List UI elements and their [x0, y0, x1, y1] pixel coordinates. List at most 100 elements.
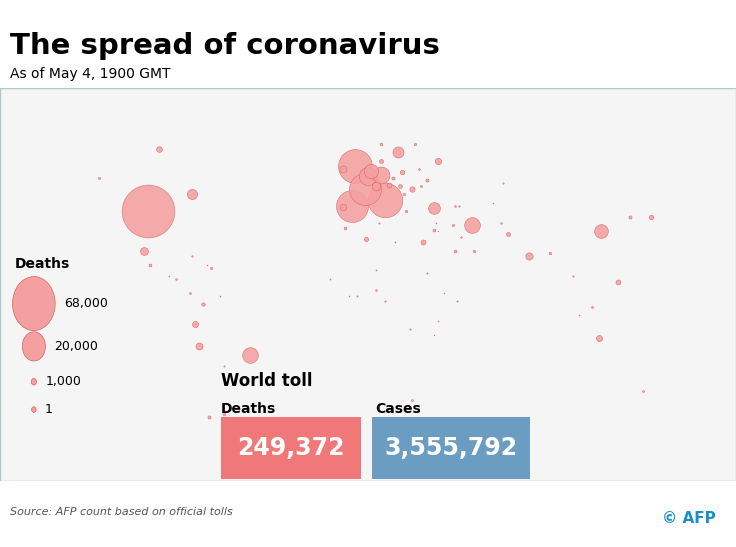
- Point: [453, 201, 465, 210]
- Point: [170, 275, 182, 283]
- Point: [362, 172, 374, 181]
- Point: [379, 297, 391, 306]
- Point: [396, 167, 408, 176]
- Point: [502, 229, 514, 238]
- Text: Deaths: Deaths: [15, 257, 70, 271]
- Point: [466, 221, 478, 230]
- Point: [428, 225, 439, 234]
- Point: [624, 213, 636, 222]
- Point: [202, 260, 213, 269]
- Point: [350, 162, 361, 171]
- Point: [379, 196, 391, 205]
- Point: [337, 165, 349, 173]
- Point: [93, 173, 105, 182]
- Point: [144, 260, 156, 269]
- Point: [595, 226, 606, 235]
- Point: [567, 272, 579, 281]
- Point: [197, 300, 209, 309]
- Point: [188, 319, 200, 328]
- Point: [428, 204, 439, 213]
- Point: [375, 156, 386, 165]
- Text: The spread of coronavirus: The spread of coronavirus: [10, 32, 439, 60]
- Point: [203, 412, 215, 421]
- Point: [432, 226, 444, 235]
- Point: [343, 292, 355, 300]
- Point: [498, 179, 509, 188]
- Point: [438, 288, 450, 297]
- Point: [645, 213, 657, 222]
- Point: [392, 148, 403, 156]
- Point: [186, 190, 198, 199]
- Text: 249,372: 249,372: [238, 436, 345, 459]
- Point: [523, 252, 534, 261]
- Point: [193, 342, 205, 351]
- Point: [406, 395, 418, 404]
- Text: 20,000: 20,000: [54, 340, 98, 353]
- Circle shape: [32, 407, 36, 412]
- Point: [346, 201, 358, 210]
- Point: [455, 232, 467, 241]
- Circle shape: [31, 379, 37, 385]
- Point: [370, 266, 382, 275]
- Point: [404, 325, 416, 334]
- Point: [394, 182, 406, 190]
- Circle shape: [22, 331, 46, 361]
- Point: [138, 246, 149, 255]
- Point: [389, 238, 401, 247]
- Text: As of May 4, 1900 GMT: As of May 4, 1900 GMT: [10, 67, 170, 82]
- Point: [637, 387, 649, 395]
- Point: [185, 288, 197, 297]
- Point: [400, 207, 412, 216]
- Point: [219, 410, 230, 418]
- Point: [339, 224, 350, 232]
- Point: [352, 292, 364, 300]
- Point: [612, 277, 623, 286]
- Point: [432, 317, 444, 325]
- Point: [592, 334, 604, 342]
- Text: © AFP: © AFP: [662, 511, 715, 526]
- Text: World toll: World toll: [221, 372, 312, 390]
- FancyBboxPatch shape: [221, 417, 361, 479]
- Point: [375, 139, 386, 148]
- Text: 68,000: 68,000: [64, 297, 108, 310]
- Point: [415, 182, 427, 190]
- Point: [449, 246, 461, 255]
- Point: [219, 362, 230, 370]
- Point: [387, 173, 399, 182]
- Point: [360, 235, 372, 244]
- Text: Source: AFP count based on official tolls: Source: AFP count based on official toll…: [10, 508, 233, 517]
- Point: [432, 156, 444, 165]
- Point: [495, 218, 507, 227]
- Text: 3,555,792: 3,555,792: [384, 436, 517, 459]
- Point: [449, 201, 461, 210]
- Point: [359, 184, 371, 193]
- Point: [186, 252, 198, 261]
- Point: [337, 203, 349, 212]
- Point: [408, 139, 420, 148]
- Point: [142, 207, 154, 216]
- Point: [244, 351, 255, 359]
- Point: [468, 246, 480, 255]
- Point: [447, 221, 459, 230]
- Point: [372, 218, 384, 227]
- Text: Deaths: Deaths: [221, 402, 276, 416]
- Point: [413, 165, 425, 173]
- Point: [451, 297, 463, 306]
- Point: [364, 167, 376, 176]
- Point: [573, 310, 585, 319]
- Point: [487, 199, 499, 207]
- Point: [430, 218, 442, 227]
- Point: [163, 272, 175, 281]
- Point: [214, 292, 226, 300]
- Point: [370, 182, 382, 190]
- Point: [417, 238, 429, 247]
- FancyBboxPatch shape: [372, 417, 530, 479]
- Point: [406, 184, 418, 193]
- Point: [153, 145, 165, 154]
- Point: [587, 302, 598, 311]
- Point: [324, 275, 336, 283]
- Text: Cases: Cases: [375, 402, 421, 416]
- Circle shape: [13, 277, 55, 330]
- Point: [421, 176, 433, 185]
- Text: 1: 1: [45, 403, 53, 416]
